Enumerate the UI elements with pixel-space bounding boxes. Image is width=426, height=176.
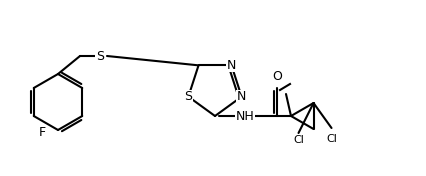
Text: N: N [237, 90, 246, 103]
Text: Cl: Cl [326, 134, 337, 144]
Text: NH: NH [236, 109, 254, 122]
Text: Cl: Cl [293, 135, 304, 145]
Text: N: N [227, 59, 236, 72]
Text: O: O [272, 70, 282, 83]
Text: F: F [39, 125, 46, 139]
Text: S: S [184, 90, 193, 103]
Text: S: S [96, 49, 104, 62]
